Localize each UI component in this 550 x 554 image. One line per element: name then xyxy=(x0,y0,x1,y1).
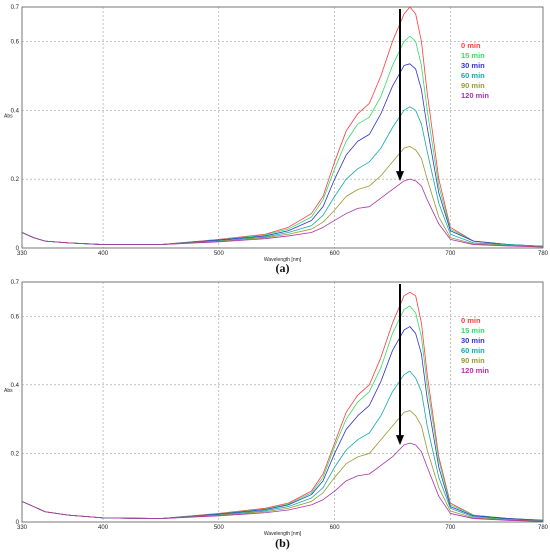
x-tick-label: 330 xyxy=(17,525,28,531)
plot-area xyxy=(21,6,544,249)
y-tick-label: 0 xyxy=(16,520,20,526)
legend-entry-90-min: 90 min xyxy=(461,356,485,365)
panel-caption: (b) xyxy=(275,536,290,550)
y-tick-label: 0.4 xyxy=(11,383,20,389)
decrease-arrow-head xyxy=(396,435,404,446)
y-tick-label: 0.7 xyxy=(11,280,20,286)
legend-entry-15-min: 15 min xyxy=(461,326,485,335)
y-axis-label: Abs xyxy=(4,388,13,394)
legend-entry-30-min: 30 min xyxy=(461,336,485,345)
x-tick-label: 600 xyxy=(330,525,341,531)
y-tick-label: 0 xyxy=(16,246,20,252)
y-tick-label: 0.6 xyxy=(11,314,20,320)
legend-entry-120-min: 120 min xyxy=(461,366,489,375)
y-tick-label: 0.4 xyxy=(11,108,20,114)
legend-entry-15-min: 15 min xyxy=(461,51,485,60)
x-tick-label: 500 xyxy=(214,251,225,257)
y-tick-label: 0.6 xyxy=(11,39,20,45)
y-tick-label: 0.7 xyxy=(11,5,20,11)
x-axis-label: Wavelength [nm] xyxy=(264,531,302,537)
chart-panel-b: 330 400 500 600 700 780 0 0.2 0.4 0.6 0.7 Abs Wavele… xyxy=(4,280,549,550)
y-tick-label: 0.2 xyxy=(11,451,20,457)
chart-panel-a: 330 400 500 600 700 780 0 0.2 0.4 0.6 0.7 Abs Wavele… xyxy=(4,5,549,275)
x-tick-label: 400 xyxy=(98,251,109,257)
plot-area xyxy=(21,281,544,523)
x-tick-label: 500 xyxy=(214,525,225,531)
decrease-arrow-head xyxy=(396,171,404,182)
x-tick-label: 330 xyxy=(17,251,28,257)
legend-entry-60-min: 60 min xyxy=(461,346,485,355)
x-tick-label: 780 xyxy=(538,525,549,531)
legend-entry-0-min: 0 min xyxy=(461,41,481,50)
x-tick-label: 700 xyxy=(445,525,456,531)
y-axis-label: Abs xyxy=(4,114,13,120)
series-line-120-min xyxy=(21,178,544,248)
x-tick-label: 600 xyxy=(330,251,341,257)
legend-entry-30-min: 30 min xyxy=(461,61,485,70)
x-tick-label: 780 xyxy=(538,251,549,257)
legend-entry-120-min: 120 min xyxy=(461,91,489,100)
x-tick-label: 400 xyxy=(98,525,109,531)
y-tick-label: 0.2 xyxy=(11,177,20,183)
x-axis-label: Wavelength [nm] xyxy=(264,257,302,263)
legend-entry-60-min: 60 min xyxy=(461,71,485,80)
panel-caption: (a) xyxy=(276,261,290,275)
legend-entry-90-min: 90 min xyxy=(461,81,485,90)
series-line-120-min xyxy=(21,442,544,522)
legend-entry-0-min: 0 min xyxy=(461,316,481,325)
x-tick-label: 700 xyxy=(445,251,456,257)
